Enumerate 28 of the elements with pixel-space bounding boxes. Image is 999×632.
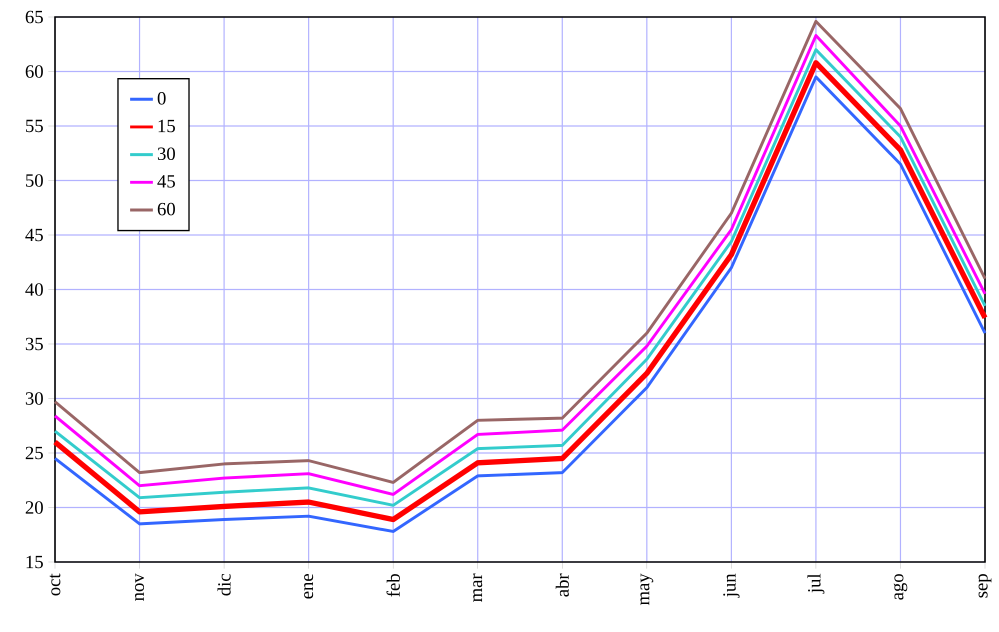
y-tick-label: 50: [26, 174, 43, 187]
y-tick-label: 65: [26, 10, 43, 24]
x-tick-label: oct: [50, 573, 60, 596]
y-tick-label: 30: [26, 392, 43, 405]
legend-label: 15: [158, 120, 175, 132]
x-tick-label: jun: [723, 574, 740, 598]
x-tick-label: feb: [386, 574, 400, 597]
legend-label: 45: [157, 175, 175, 188]
x-tick-label: jul: [807, 574, 824, 594]
legend-label: 0: [158, 92, 166, 105]
y-tick-label: 55: [26, 120, 43, 132]
x-tick-label: abr: [556, 574, 569, 597]
y-tick-label: 20: [26, 501, 43, 514]
x-tick-label: mar: [473, 574, 482, 602]
x-tick-label: dic: [218, 574, 231, 596]
x-tick-label: ene: [304, 574, 314, 599]
x-tick-label: ago: [894, 574, 908, 600]
legend-label: 30: [158, 147, 175, 160]
x-tick-label: may: [640, 573, 654, 606]
y-tick-label: 40: [25, 283, 43, 296]
y-tick-label: 15: [26, 556, 43, 568]
y-tick-label: 25: [26, 446, 43, 460]
y-tick-label: 45: [25, 228, 43, 242]
y-tick-label: 35: [26, 338, 43, 350]
x-tick-label: sep: [978, 574, 992, 598]
y-tick-label: 60: [26, 65, 43, 78]
legend-label: 60: [158, 202, 175, 216]
x-tick-label: nov: [135, 573, 144, 601]
